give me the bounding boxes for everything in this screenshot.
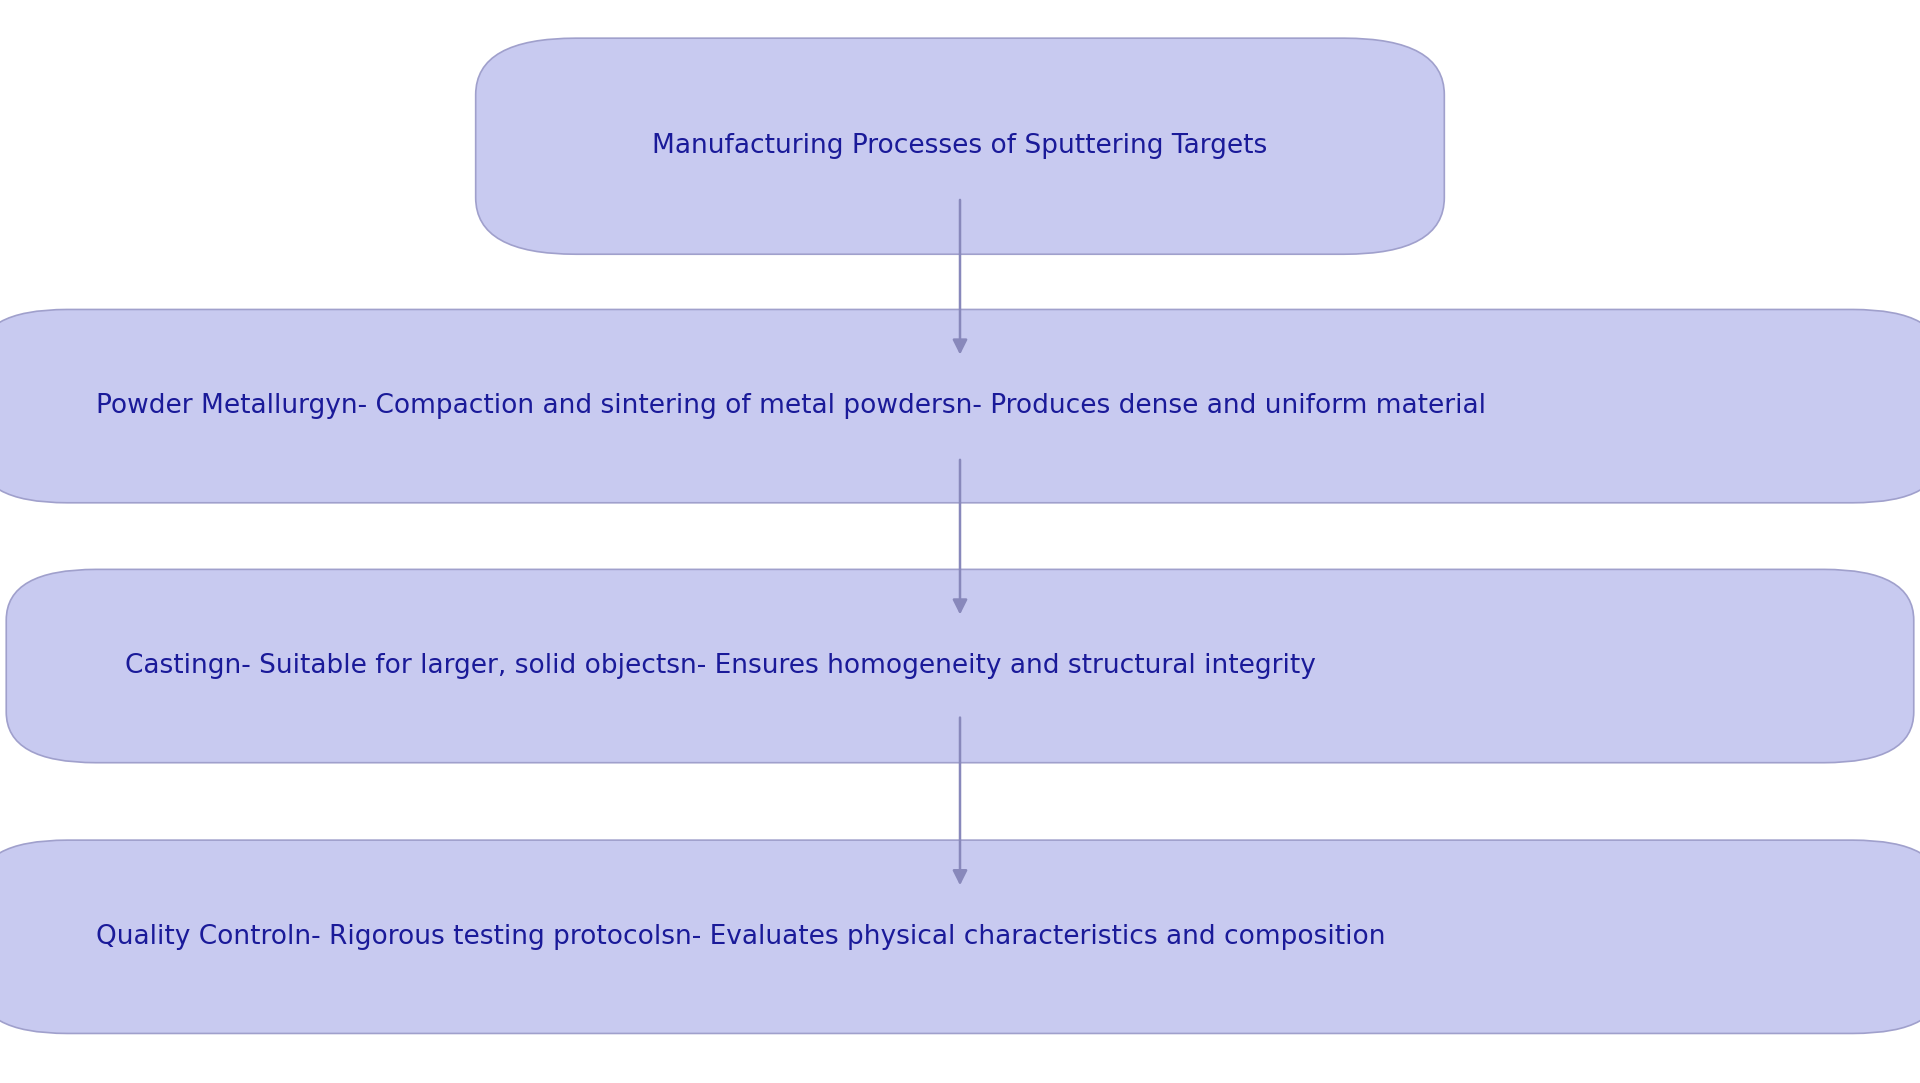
FancyBboxPatch shape: [6, 570, 1914, 762]
FancyBboxPatch shape: [476, 38, 1444, 255]
Text: Manufacturing Processes of Sputtering Targets: Manufacturing Processes of Sputtering Ta…: [653, 133, 1267, 159]
Text: Quality Controln- Rigorous testing protocolsn- Evaluates physical characteristic: Quality Controln- Rigorous testing proto…: [96, 924, 1386, 950]
FancyBboxPatch shape: [0, 310, 1920, 503]
FancyBboxPatch shape: [0, 840, 1920, 1033]
Text: Castingn- Suitable for larger, solid objectsn- Ensures homogeneity and structura: Castingn- Suitable for larger, solid obj…: [125, 653, 1315, 679]
Text: Powder Metallurgyn- Compaction and sintering of metal powdersn- Produces dense a: Powder Metallurgyn- Compaction and sinte…: [96, 393, 1486, 419]
